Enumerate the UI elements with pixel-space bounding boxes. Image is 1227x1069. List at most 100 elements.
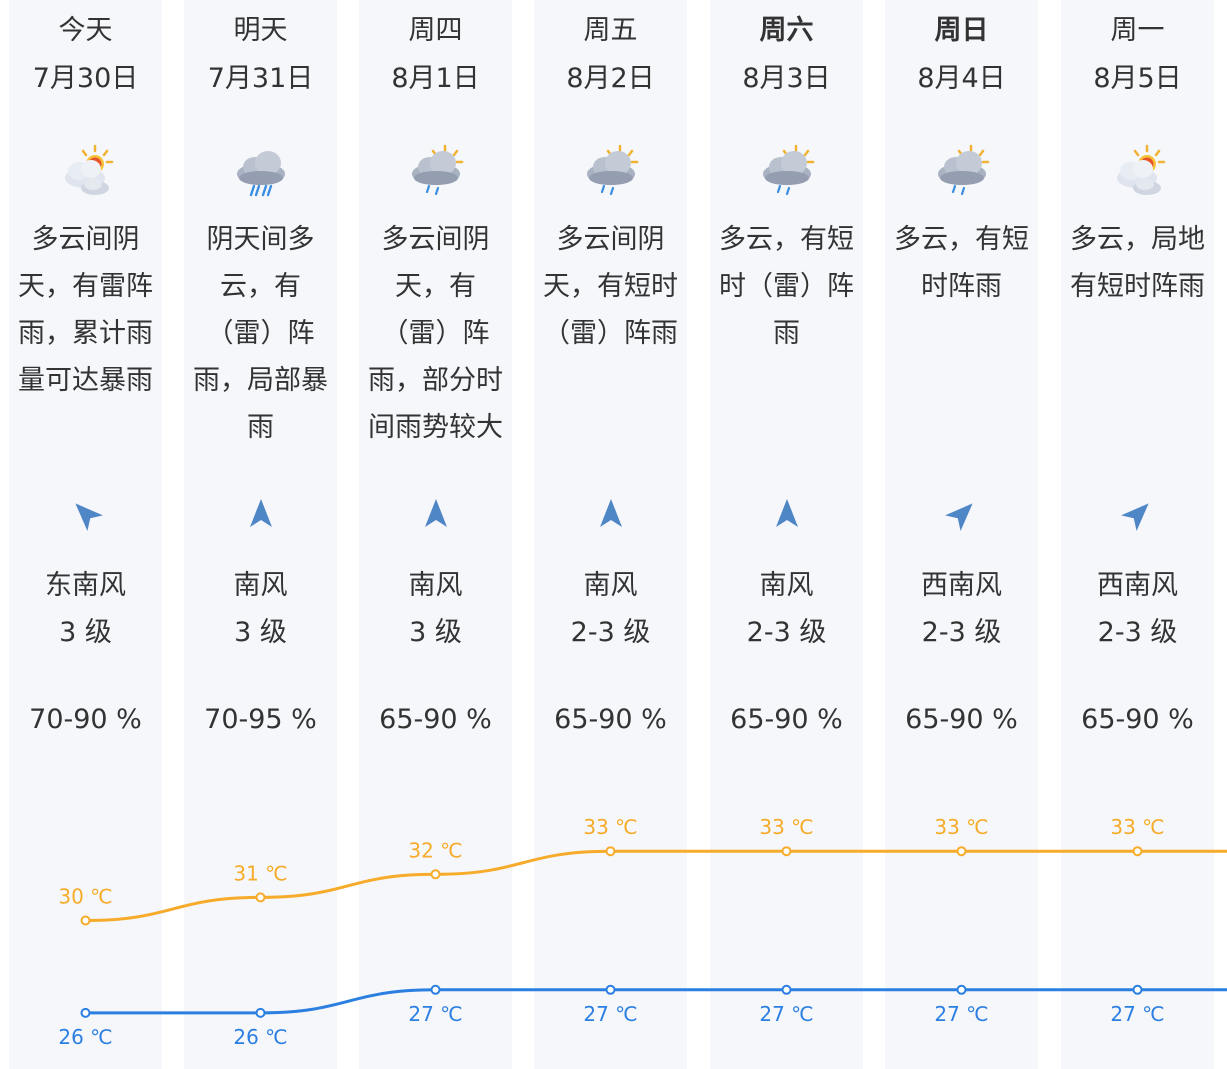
day-date: 7月31日	[207, 63, 314, 94]
day-column: 明天 7月31日 阴天间多 云，有 （雷）阵 雨，局部暴雨 南风 3 级 70-95 %	[184, 0, 337, 1069]
cloud	[587, 151, 635, 185]
wind-level: 2-3 级	[746, 617, 827, 648]
high-temperature-line	[85, 849, 1227, 922]
high-temperature-point	[781, 846, 792, 857]
humidity: 65-90 %	[554, 704, 667, 735]
low-temperature-point	[605, 984, 616, 995]
weather-description-line: 雨，局部暴	[193, 365, 328, 396]
day-column: 周六 8月3日 多云，有短 时（雷）阵雨 南风 2-3 级 65-90 %	[710, 0, 863, 1069]
day-name: 周五	[583, 15, 638, 46]
day-name: 周一	[1110, 15, 1165, 46]
weather-description-line: 天，有	[395, 271, 476, 302]
wind-direction: 南风	[583, 570, 638, 601]
high-temperature-label: 30 ℃	[58, 885, 112, 909]
wind-direction: 南风	[759, 570, 814, 601]
wind-direction-arrow-icon	[243, 496, 279, 532]
day-name: 周日	[934, 15, 989, 46]
weather-description: 多云，有短 时（雷）阵雨	[712, 216, 861, 357]
weather-description-line: 有短时阵雨	[1070, 271, 1205, 302]
day-date: 8月4日	[917, 63, 1006, 94]
day-column: 周日 8月4日 多云，有短 时阵雨 西南风 2-3 级 65-90 %	[885, 0, 1038, 1069]
low-temperature-point	[255, 1007, 266, 1018]
day-name: 周六	[759, 15, 814, 46]
wind-direction-arrow-icon	[769, 496, 805, 532]
low-temperature-label: 27 ℃	[583, 1002, 637, 1026]
low-temperature-line	[85, 988, 1227, 1015]
wind-direction-arrow-icon	[68, 496, 104, 532]
sun-cloud-icon	[55, 140, 117, 202]
low-temperature-label: 26 ℃	[233, 1025, 287, 1049]
day-name: 周四	[408, 15, 463, 46]
wind-direction-arrow-icon	[418, 496, 454, 532]
weather-description-line: 多云，局地	[1070, 224, 1205, 255]
wind-level: 2-3 级	[570, 617, 651, 648]
day-column: 周一 8月5日 多云，局地 有短时阵雨 西南风 2-3 级 65-90 %	[1061, 0, 1214, 1069]
high-temperature-point	[605, 846, 616, 857]
day-name: 明天	[233, 15, 288, 46]
weather-description: 多云，局地有短时阵雨	[1063, 216, 1212, 310]
sun-cloud-icon	[1107, 140, 1169, 202]
weather-description-line: 多云间阴	[556, 224, 665, 255]
low-temperature-point	[1132, 984, 1143, 995]
sun-rain-cloud-icon	[405, 140, 467, 202]
weather-description-line: （雷）阵雨	[543, 318, 678, 349]
humidity: 65-90 %	[1081, 704, 1194, 735]
high-temperature-point	[1132, 846, 1143, 857]
day-date: 7月30日	[32, 63, 139, 94]
weather-description: 多云间阴 天，有雷阵 雨，累计雨 量可达暴雨	[11, 216, 160, 404]
high-temperature-point	[255, 892, 266, 903]
high-temperature-point	[956, 846, 967, 857]
rain-cloud-icon	[230, 140, 292, 202]
day-date: 8月2日	[566, 63, 655, 94]
weather-description-line: （雷）阵	[206, 318, 315, 349]
high-temperature-point	[80, 915, 91, 926]
weather-description-line: （雷）阵	[381, 318, 490, 349]
rain-drops	[249, 184, 273, 197]
day-column: 今天 7月30日 多云间阴 天，有雷阵 雨，累计雨 量可达暴雨 东南风 3 级 70-90 …	[9, 0, 162, 1069]
rain-drops	[425, 184, 440, 196]
cloud	[1117, 160, 1161, 195]
weather-description: 多云间阴 天，有 （雷）阵 雨，部分时 间雨势较大	[361, 216, 510, 451]
weather-description-line: 云，有	[220, 271, 301, 302]
low-temperature-point	[430, 984, 441, 995]
weather-description-line: 时（雷）阵	[719, 271, 854, 302]
humidity: 65-90 %	[730, 704, 843, 735]
wind-direction: 南风	[408, 570, 463, 601]
wind-level: 3 级	[409, 617, 462, 648]
low-temperature-point	[956, 984, 967, 995]
weather-description-line: 雨	[773, 318, 800, 349]
weather-description-line: 天，有短时	[543, 271, 678, 302]
weather-description: 阴天间多云，有 （雷）阵雨，局部暴雨	[186, 216, 335, 451]
weather-description-line: 多云间阴	[31, 224, 140, 255]
high-temperature-label: 31 ℃	[233, 861, 287, 885]
cloud	[412, 151, 460, 185]
weather-description-line: 间雨势较大	[368, 412, 503, 443]
wind-level: 2-3 级	[921, 617, 1002, 648]
sun-rain-cloud-icon	[931, 140, 993, 202]
wind-direction: 东南风	[45, 570, 126, 601]
weather-description-line: 时阵雨	[921, 271, 1002, 302]
high-temperature-label: 33 ℃	[759, 815, 813, 839]
high-temperature-label: 32 ℃	[408, 838, 462, 862]
high-temperature-label: 33 ℃	[934, 815, 988, 839]
high-temperature-point	[430, 869, 441, 880]
wind-direction: 西南风	[1097, 570, 1178, 601]
high-temperature-label: 33 ℃	[583, 815, 637, 839]
high-temperature-label: 33 ℃	[1110, 815, 1164, 839]
weather-description-line: 阴天间多	[206, 224, 315, 255]
sun-rain-cloud-icon	[580, 140, 642, 202]
humidity: 65-90 %	[379, 704, 492, 735]
low-temperature-label: 27 ℃	[1110, 1002, 1164, 1026]
rain-drops	[951, 184, 966, 196]
weather-description-line: 雨	[247, 412, 274, 443]
humidity: 65-90 %	[905, 704, 1018, 735]
low-temperature-label: 27 ℃	[934, 1002, 988, 1026]
low-temperature-label: 27 ℃	[759, 1002, 813, 1026]
weather-description-line: 多云，有短	[894, 224, 1029, 255]
wind-level: 2-3 级	[1097, 617, 1178, 648]
cloud	[65, 160, 109, 195]
day-column: 周五 8月2日 多云间阴天，有短时 （雷）阵雨 南风 2-3 级 65-90 %	[534, 0, 687, 1069]
sun-rain-cloud-icon	[756, 140, 818, 202]
